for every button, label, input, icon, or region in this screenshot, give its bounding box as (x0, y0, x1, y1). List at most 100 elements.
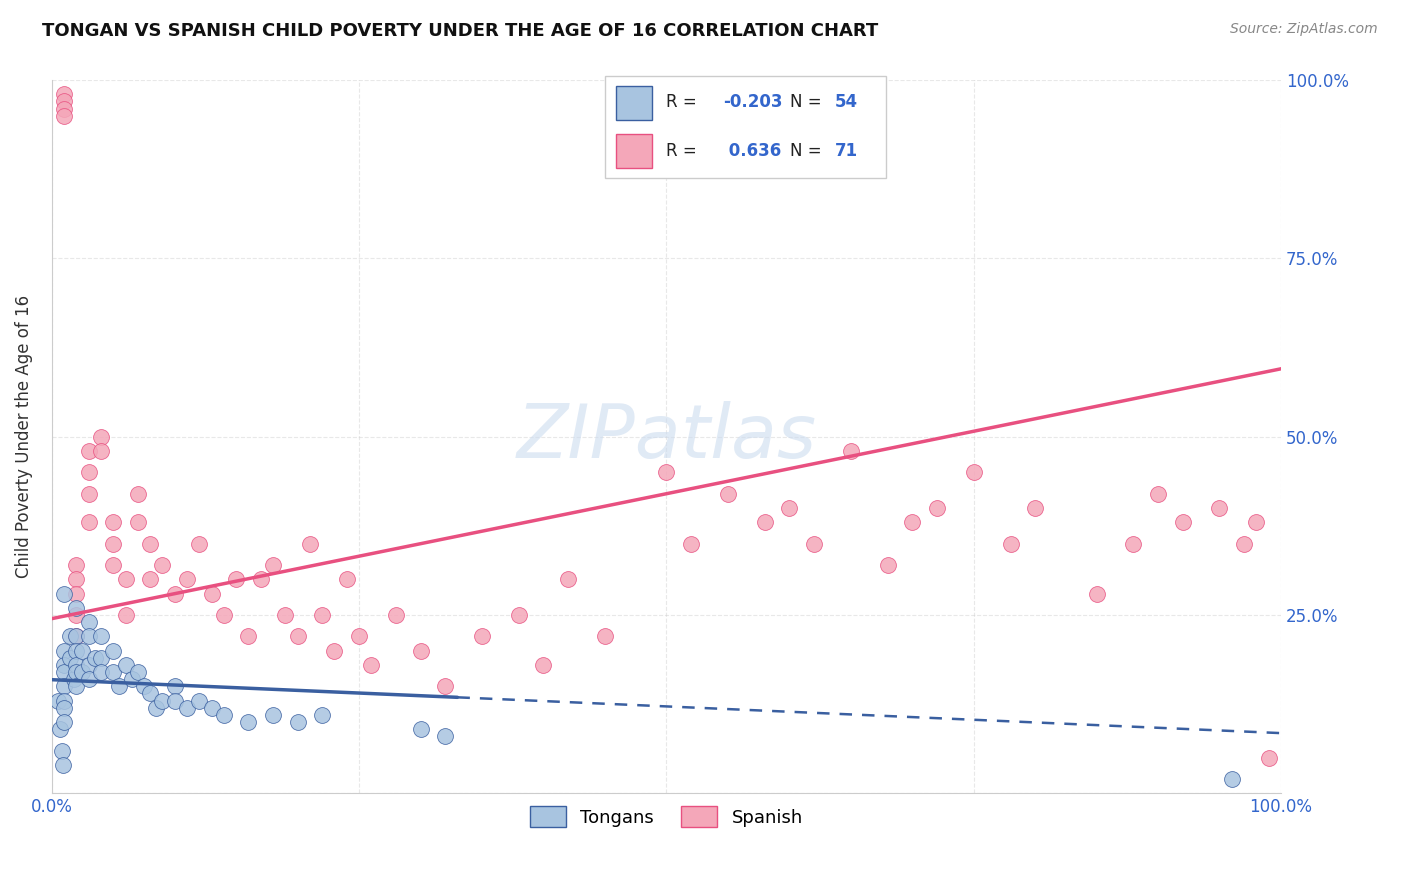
Text: ZIPatlas: ZIPatlas (516, 401, 817, 473)
Point (434, 729, 457, 743)
Point (839, 444, 862, 458)
Point (77, 444, 100, 458)
Point (46, 693, 69, 707)
Point (139, 536, 162, 550)
Point (127, 516, 149, 530)
Point (77, 615, 100, 629)
Point (593, 629, 616, 643)
Point (53, 700, 76, 714)
Legend: Tongans, Spanish: Tongans, Spanish (523, 799, 810, 834)
Point (679, 536, 702, 550)
Point (311, 707, 333, 722)
Point (132, 679, 155, 693)
Point (803, 536, 825, 550)
Point (1220, 772, 1243, 786)
Point (298, 536, 321, 550)
Point (53, 586, 76, 600)
Point (90, 430, 112, 444)
Point (63, 672, 86, 686)
Point (65, 657, 87, 672)
Point (83, 650, 105, 665)
Point (53, 693, 76, 707)
Point (53, 665, 76, 679)
Point (59, 650, 82, 665)
Point (65, 643, 87, 657)
Point (434, 679, 457, 693)
Text: 0.636: 0.636 (723, 142, 780, 160)
Text: R =: R = (666, 142, 703, 160)
Point (114, 607, 136, 622)
Point (103, 536, 125, 550)
Point (287, 629, 309, 643)
Point (108, 679, 131, 693)
Point (163, 693, 186, 707)
Text: -0.203: -0.203 (723, 94, 782, 112)
Point (471, 629, 494, 643)
Point (59, 629, 82, 643)
Point (1024, 501, 1046, 516)
Point (90, 650, 112, 665)
Point (311, 607, 333, 622)
Point (127, 487, 149, 501)
Point (150, 693, 173, 707)
Text: N =: N = (790, 142, 827, 160)
Text: R =: R = (666, 94, 703, 112)
Point (77, 466, 100, 480)
Point (963, 466, 986, 480)
Point (274, 607, 297, 622)
Point (127, 665, 149, 679)
FancyBboxPatch shape (605, 76, 886, 178)
Point (90, 665, 112, 679)
Point (90, 444, 112, 458)
Point (876, 558, 898, 572)
Point (1085, 586, 1108, 600)
Point (409, 722, 432, 736)
Point (188, 536, 211, 550)
Point (65, 558, 87, 572)
Point (262, 707, 284, 722)
Point (77, 672, 100, 686)
Point (139, 572, 162, 586)
Text: 71: 71 (835, 142, 858, 160)
Point (901, 516, 924, 530)
Point (53, 87, 76, 102)
Point (238, 629, 260, 643)
Point (557, 572, 579, 586)
Point (163, 679, 186, 693)
Point (103, 558, 125, 572)
Point (176, 572, 198, 586)
Point (103, 643, 125, 657)
Point (145, 700, 167, 714)
Point (77, 516, 100, 530)
Point (163, 586, 186, 600)
Point (65, 607, 87, 622)
Text: 54: 54 (835, 94, 858, 112)
Point (53, 714, 76, 729)
Point (53, 679, 76, 693)
Point (150, 558, 173, 572)
Point (1122, 536, 1144, 550)
Point (409, 643, 432, 657)
Point (53, 643, 76, 657)
Point (1171, 516, 1194, 530)
Point (51, 743, 73, 757)
Point (778, 501, 800, 516)
Point (103, 665, 125, 679)
Point (176, 700, 198, 714)
Point (360, 657, 382, 672)
Point (287, 714, 309, 729)
Point (385, 607, 408, 622)
Point (52, 757, 75, 772)
Point (200, 586, 222, 600)
Point (53, 109, 76, 123)
Point (1246, 516, 1268, 530)
Point (262, 558, 284, 572)
Point (1147, 487, 1170, 501)
Point (717, 487, 740, 501)
Point (53, 102, 76, 116)
Point (77, 629, 100, 643)
Point (65, 629, 87, 643)
FancyBboxPatch shape (616, 87, 652, 120)
Point (925, 501, 948, 516)
Point (77, 487, 100, 501)
